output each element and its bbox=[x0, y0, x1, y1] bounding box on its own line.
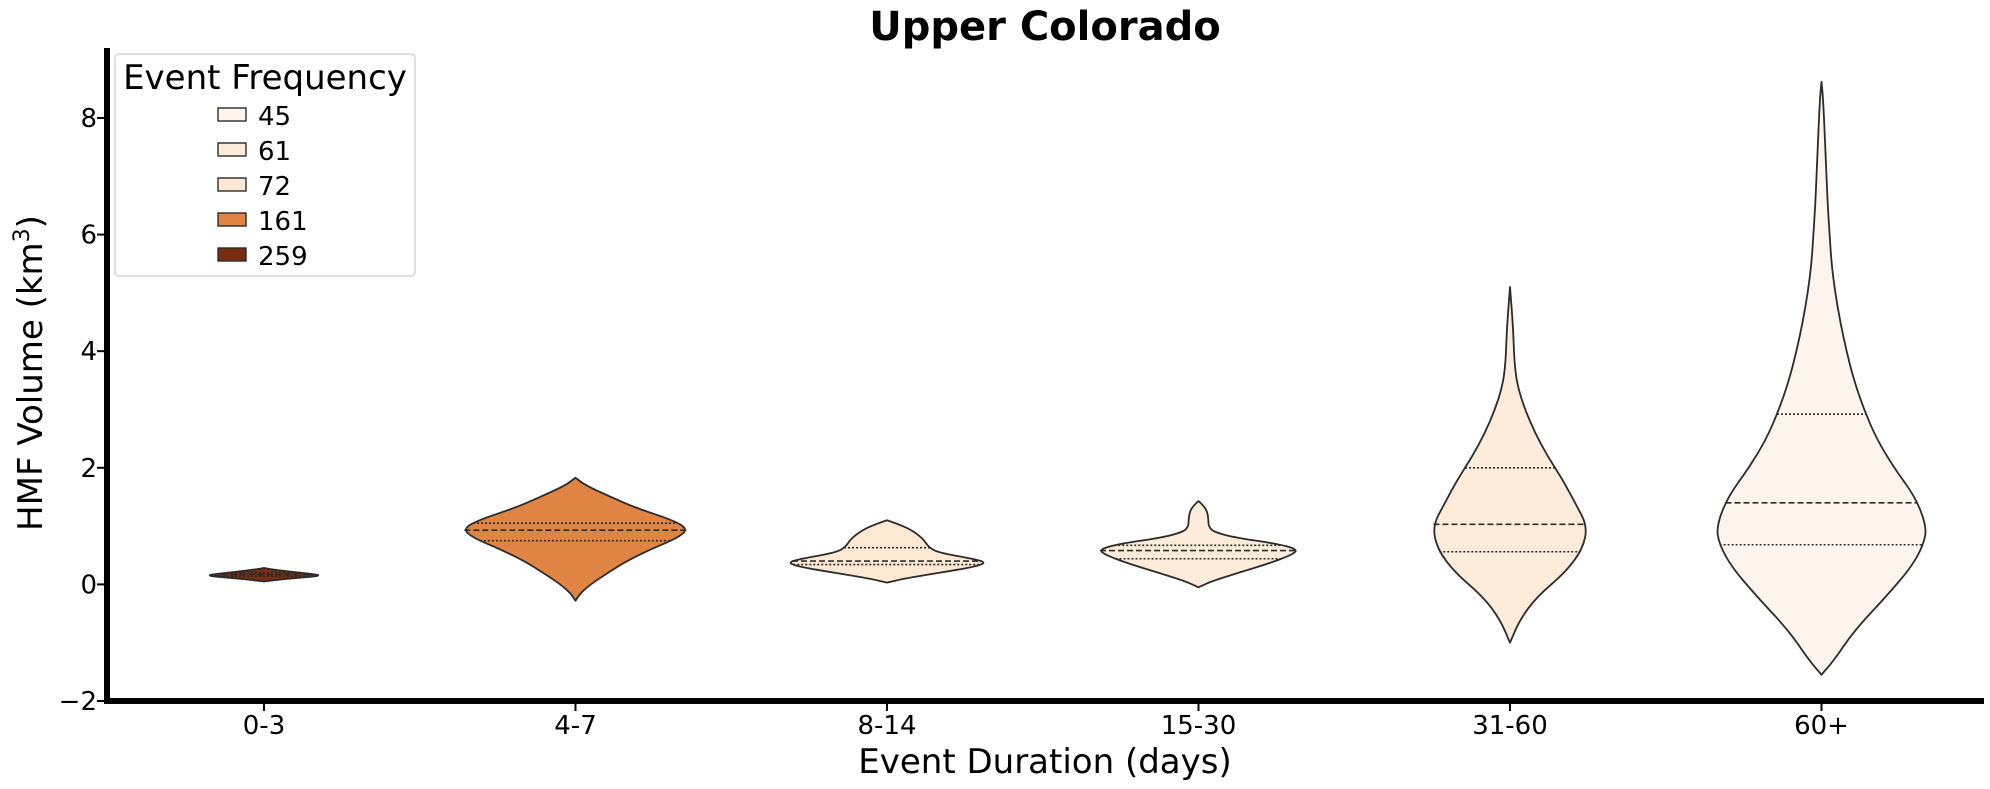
x-tick-label: 60+ bbox=[1794, 711, 1849, 741]
legend-label: 161 bbox=[258, 207, 308, 237]
legend-swatch bbox=[217, 142, 247, 157]
legend-swatch bbox=[217, 212, 247, 227]
legend-label: 45 bbox=[258, 102, 291, 132]
legend: Event Frequency 45 61 72 161 259 bbox=[114, 53, 416, 277]
x-tick-label: 15-30 bbox=[1161, 711, 1237, 741]
y-axis-label-end: ) bbox=[11, 215, 51, 228]
legend-label: 72 bbox=[258, 172, 291, 202]
legend-box bbox=[114, 53, 416, 277]
y-axis-label: HMF Volume (km3) bbox=[10, 215, 51, 531]
y-tick-label: 2 bbox=[80, 454, 97, 484]
legend-label: 61 bbox=[258, 137, 291, 167]
y-axis-label-superscript: 3 bbox=[10, 228, 35, 242]
violin-0-3 bbox=[208, 567, 320, 583]
violin-31-60 bbox=[1433, 286, 1587, 644]
x-axis-label: Event Duration (days) bbox=[858, 742, 1231, 782]
x-tick-label: 31-60 bbox=[1472, 711, 1548, 741]
legend-swatch bbox=[217, 177, 247, 192]
x-tick-label: 8-14 bbox=[857, 711, 916, 741]
violin-body bbox=[1433, 286, 1587, 644]
y-tick-label: 8 bbox=[80, 104, 97, 134]
violin-15-30 bbox=[1100, 500, 1297, 589]
y-axis-label-main: HMF Volume (km bbox=[11, 242, 51, 531]
violin-body bbox=[789, 519, 985, 584]
y-tick-label: −2 bbox=[59, 687, 97, 717]
y-tick-label: 4 bbox=[80, 337, 97, 367]
legend-swatch bbox=[217, 247, 247, 262]
x-tick-label: 0-3 bbox=[243, 711, 285, 741]
legend-entries: 45 61 72 161 259 bbox=[217, 102, 308, 272]
x-ticks: 0-3 4-7 8-14 15-30 31-60 60+ bbox=[243, 704, 1849, 741]
y-tick-label: 6 bbox=[80, 221, 97, 251]
violin-body bbox=[1716, 80, 1927, 676]
violin-60+ bbox=[1716, 80, 1927, 676]
violin-4-7 bbox=[464, 476, 687, 602]
violin-body bbox=[208, 567, 320, 583]
legend-title: Event Frequency bbox=[123, 58, 407, 98]
violins-layer bbox=[208, 80, 1927, 676]
chart-title: Upper Colorado bbox=[869, 4, 1220, 50]
legend-label: 259 bbox=[258, 242, 308, 272]
violin-body bbox=[1100, 500, 1297, 589]
y-tick-label: 0 bbox=[80, 570, 97, 600]
violin-body bbox=[465, 476, 686, 602]
violin-8-14 bbox=[789, 519, 985, 584]
x-tick-label: 4-7 bbox=[554, 711, 596, 741]
legend-swatch bbox=[217, 107, 247, 122]
y-ticks: −2 0 2 4 6 8 bbox=[59, 104, 104, 717]
